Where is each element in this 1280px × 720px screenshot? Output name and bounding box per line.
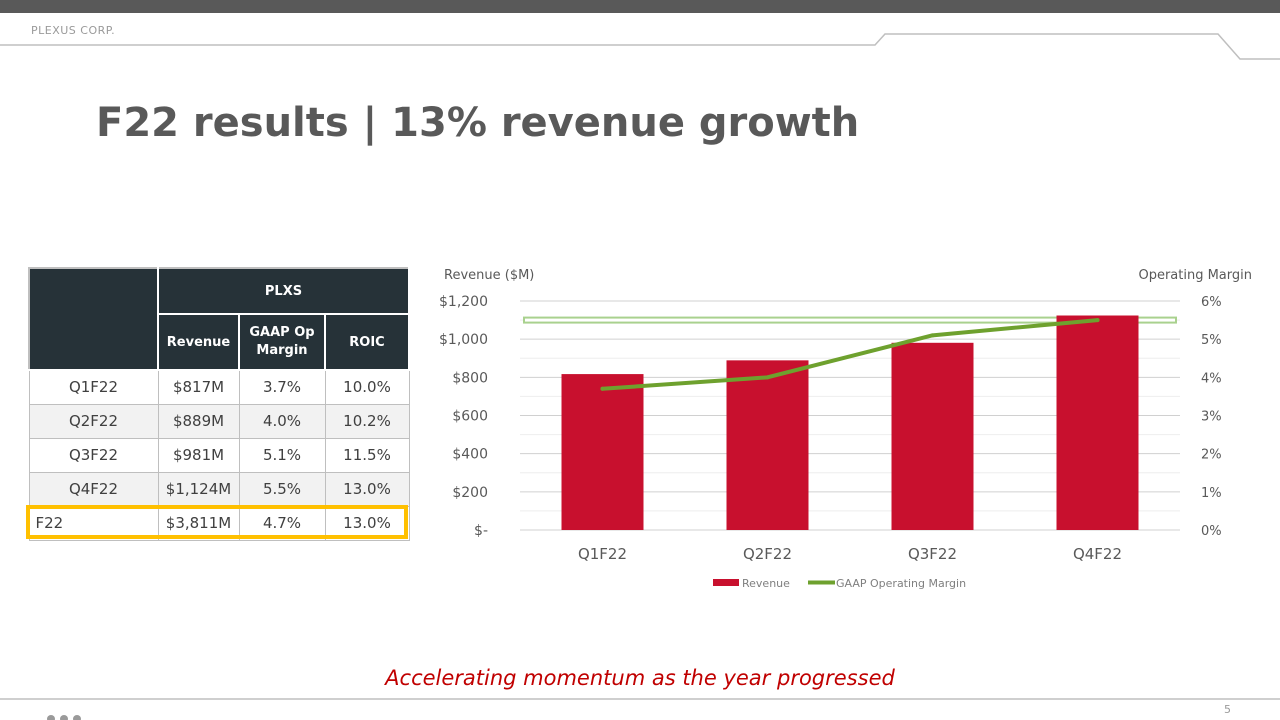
y-tick-label: $- bbox=[474, 523, 488, 539]
bar-q4f22 bbox=[1056, 315, 1139, 530]
row-roic: 10.0% bbox=[324, 369, 410, 405]
x-tick-label: Q4F22 bbox=[1073, 545, 1122, 563]
y-tick-label: $200 bbox=[452, 485, 488, 501]
slide-title: F22 results | 13% revenue growth bbox=[96, 100, 860, 146]
y2-tick-label: 3% bbox=[1201, 410, 1222, 425]
row-roic: 13.0% bbox=[324, 471, 410, 507]
margin-line bbox=[600, 318, 1100, 391]
row-revenue: $981M bbox=[157, 437, 240, 473]
y2-tick-label: 0% bbox=[1201, 524, 1222, 539]
y2-tick-label: 1% bbox=[1201, 486, 1222, 501]
row-period: Q4F22 bbox=[28, 471, 159, 507]
margin-point bbox=[765, 375, 770, 380]
y-tick-label: $800 bbox=[452, 370, 488, 386]
col-header-revenue: Revenue bbox=[157, 313, 240, 371]
y-axis-label: Revenue ($M) bbox=[444, 268, 534, 283]
legend-label-margin: GAAP Operating Margin bbox=[836, 577, 966, 590]
row-margin: 3.7% bbox=[238, 369, 326, 405]
table-row: Q2F22 $889M 4.0% 10.2% bbox=[28, 403, 410, 439]
x-tick-label: Q3F22 bbox=[908, 545, 957, 563]
row-margin: 5.1% bbox=[238, 437, 326, 473]
row-margin: 5.5% bbox=[238, 471, 326, 507]
target-band bbox=[523, 316, 1177, 324]
row-revenue: $3,811M bbox=[157, 505, 240, 541]
header-rule bbox=[0, 33, 1280, 60]
results-table: PLXS Revenue GAAP Op Margin ROIC Q1F22 $… bbox=[28, 267, 410, 541]
y2-tick-label: 2% bbox=[1201, 448, 1222, 463]
y2-tick-label: 4% bbox=[1201, 371, 1222, 386]
table-corner bbox=[28, 267, 159, 371]
margin-point bbox=[1095, 318, 1100, 323]
company-name: PLEXUS CORP. bbox=[31, 24, 116, 37]
tagline: Accelerating momentum as the year progre… bbox=[385, 666, 895, 690]
row-roic: 13.0% bbox=[324, 505, 410, 541]
legend-label-revenue: Revenue bbox=[742, 577, 790, 590]
y2-tick-label: 6% bbox=[1201, 295, 1222, 310]
x-tick-label: Q1F22 bbox=[578, 545, 627, 563]
row-revenue: $817M bbox=[157, 369, 240, 405]
row-margin: 4.7% bbox=[238, 505, 326, 541]
footer-rule bbox=[0, 698, 1280, 700]
y-tick-label: $1,200 bbox=[439, 294, 488, 310]
row-roic: 10.2% bbox=[324, 403, 410, 439]
table-row: Q1F22 $817M 3.7% 10.0% bbox=[28, 369, 410, 405]
row-period: F22 bbox=[28, 505, 159, 541]
x-tick-label: Q2F22 bbox=[743, 545, 792, 563]
revenue-margin-chart: $- $200 $400 $600 $800 $1,000 $1,200 0% 1% 2% 3% 4%… bbox=[439, 268, 1252, 590]
col-header-roic: ROIC bbox=[324, 313, 410, 371]
legend-swatch-revenue bbox=[713, 579, 739, 586]
row-revenue: $889M bbox=[157, 403, 240, 439]
margin-point bbox=[930, 333, 935, 338]
y-tick-label: $1,000 bbox=[439, 332, 488, 348]
row-revenue: $1,124M bbox=[157, 471, 240, 507]
page-number: 5 bbox=[1224, 703, 1231, 716]
y2-axis-label: Operating Margin bbox=[1138, 268, 1252, 283]
row-roic: 11.5% bbox=[324, 437, 410, 473]
table-row-total: F22 $3,811M 4.7% 13.0% bbox=[28, 505, 410, 541]
bar-q3f22 bbox=[891, 342, 974, 530]
y-tick-label: $600 bbox=[452, 409, 488, 425]
row-period: Q2F22 bbox=[28, 403, 159, 439]
table-row: Q3F22 $981M 5.1% 11.5% bbox=[28, 437, 410, 473]
row-margin: 4.0% bbox=[238, 403, 326, 439]
menu-dots-icon bbox=[47, 708, 86, 720]
margin-point bbox=[600, 386, 605, 391]
col-header-margin: GAAP Op Margin bbox=[238, 313, 326, 371]
y2-tick-label: 5% bbox=[1201, 333, 1222, 348]
top-bar bbox=[0, 0, 1280, 13]
row-period: Q3F22 bbox=[28, 437, 159, 473]
bar-q1f22 bbox=[561, 374, 644, 530]
bar-q2f22 bbox=[726, 360, 809, 530]
table-row: Q4F22 $1,124M 5.5% 13.0% bbox=[28, 471, 410, 507]
table-group-header: PLXS bbox=[157, 267, 410, 315]
y-tick-label: $400 bbox=[452, 447, 488, 463]
row-period: Q1F22 bbox=[28, 369, 159, 405]
